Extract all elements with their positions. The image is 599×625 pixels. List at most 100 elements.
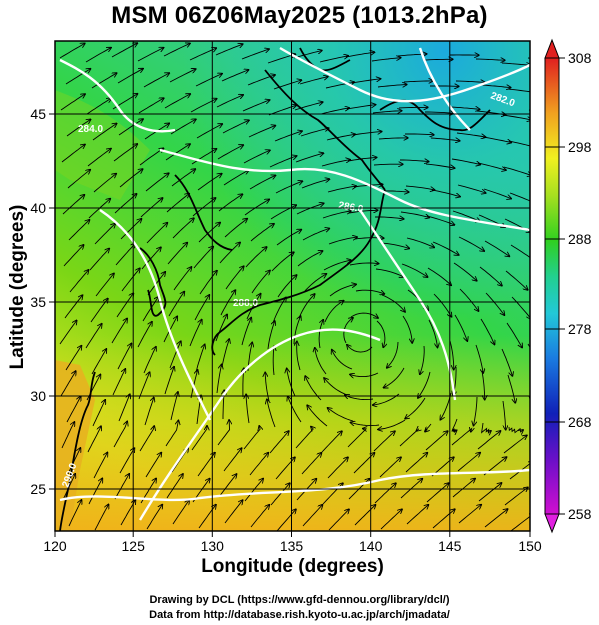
streamline <box>85 324 102 349</box>
streamline <box>247 75 275 86</box>
streamline <box>95 274 114 297</box>
streamline <box>216 95 243 108</box>
streamline <box>293 316 301 345</box>
streamline <box>192 198 216 217</box>
streamline <box>452 210 480 221</box>
credit-drawing: Drawing by DCL (https://www.gfd-dennou.o… <box>149 594 450 606</box>
streamline <box>420 345 425 374</box>
streamline <box>198 505 216 529</box>
streamline <box>315 348 327 375</box>
streamline <box>347 157 377 162</box>
streamline <box>302 229 329 241</box>
streamline <box>373 164 403 165</box>
streamline <box>405 185 435 190</box>
streamline <box>63 245 84 267</box>
streamline <box>301 453 322 475</box>
colorbar-min-triangle <box>544 513 560 534</box>
streamline <box>165 144 190 161</box>
streamline <box>378 138 408 139</box>
streamline <box>287 369 296 397</box>
streamline <box>119 169 143 188</box>
streamline <box>501 348 512 376</box>
streamline <box>119 448 134 474</box>
y-tick-label: 40 <box>30 200 46 216</box>
streamline <box>269 431 289 454</box>
streamline <box>112 369 125 396</box>
streamline <box>374 483 396 504</box>
streamline <box>510 514 530 531</box>
streamline <box>215 44 243 56</box>
streamline <box>477 431 501 450</box>
streamline <box>241 49 269 60</box>
streamline <box>191 426 207 451</box>
streamline <box>406 505 428 525</box>
colorbar-label: 258 <box>568 506 592 522</box>
streamline <box>294 102 323 111</box>
contour-label: 284.0 <box>78 124 103 135</box>
streamline <box>328 237 357 245</box>
streamline <box>387 341 399 368</box>
streamline <box>452 479 475 498</box>
streamline <box>243 150 270 164</box>
streamline <box>120 219 142 240</box>
streamline <box>323 260 351 271</box>
streamline <box>288 397 302 423</box>
streamline <box>224 219 247 238</box>
streamline <box>373 393 400 405</box>
streamline <box>501 63 530 65</box>
streamline <box>506 322 522 348</box>
streamline <box>114 474 129 500</box>
streamline <box>295 427 313 449</box>
streamline <box>502 114 530 120</box>
streamline <box>403 81 433 82</box>
streamline <box>118 394 130 422</box>
streamline <box>276 509 296 531</box>
streamline <box>375 268 404 277</box>
streamline <box>324 378 348 396</box>
streamline <box>66 397 81 423</box>
streamline <box>86 98 111 115</box>
streamline <box>511 296 530 319</box>
streamline <box>425 112 454 113</box>
streamline <box>173 267 191 291</box>
streamline <box>92 124 117 141</box>
streamline <box>455 81 485 82</box>
streamline <box>270 483 290 506</box>
streamline <box>87 426 101 453</box>
streamline <box>91 73 117 89</box>
streamline <box>243 426 260 450</box>
streamline <box>293 51 322 59</box>
streamline <box>298 294 315 319</box>
streamline <box>479 266 502 286</box>
streamline <box>459 288 479 311</box>
streamline <box>322 211 351 219</box>
credit-data: Data from http://database.rish.kyoto-u.a… <box>149 609 450 621</box>
streamline <box>378 419 406 430</box>
streamline <box>138 98 164 114</box>
streamline <box>426 483 449 503</box>
streamline <box>345 52 374 58</box>
streamline <box>380 242 409 248</box>
streamline <box>61 145 85 163</box>
streamline <box>481 370 485 400</box>
streamline <box>320 108 349 115</box>
streamline <box>475 59 505 60</box>
streamline <box>485 292 504 315</box>
streamline <box>402 315 412 343</box>
streamline <box>246 294 261 320</box>
streamline <box>354 505 376 526</box>
streamline <box>94 505 109 531</box>
streamline <box>474 396 478 426</box>
streamline <box>332 350 353 370</box>
streamline <box>221 339 229 368</box>
streamline <box>115 244 135 266</box>
streamline <box>92 400 105 427</box>
streamline <box>189 320 202 347</box>
streamline <box>326 134 355 141</box>
streamline <box>242 100 270 112</box>
streamline <box>427 267 451 285</box>
streamline <box>223 170 249 186</box>
streamline <box>194 295 209 321</box>
streamline <box>277 275 297 298</box>
